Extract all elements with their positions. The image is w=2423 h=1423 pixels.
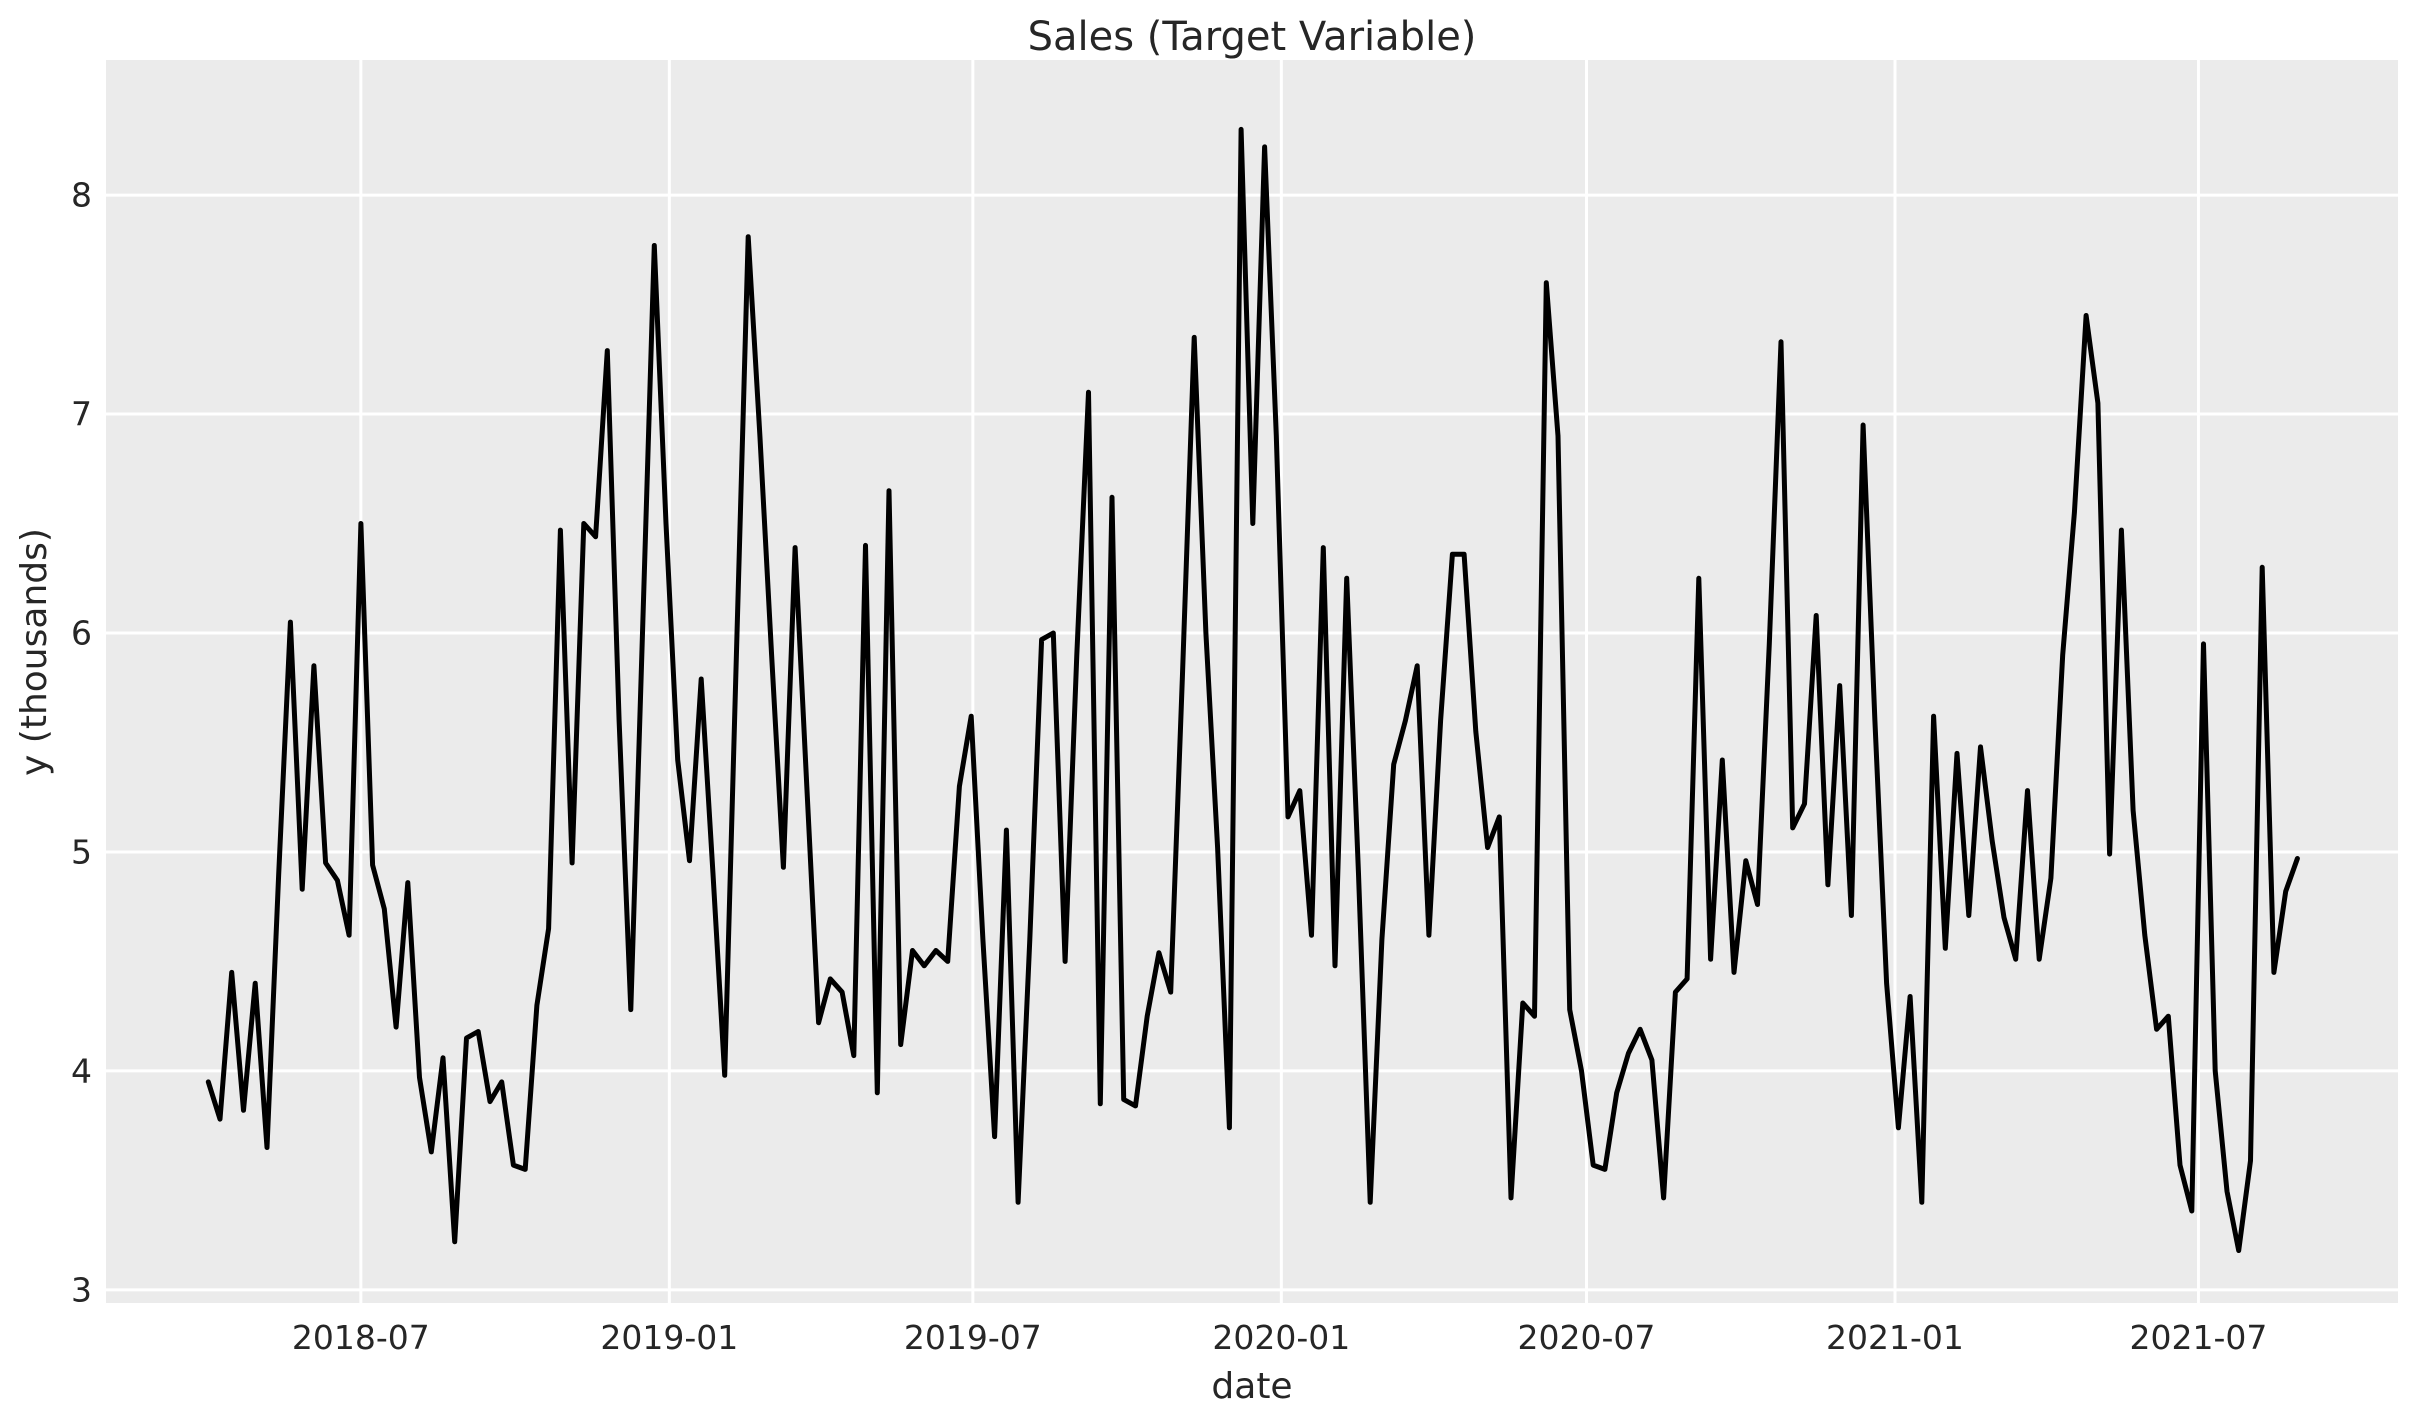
x-tick-label: 2019-07	[903, 1318, 1042, 1357]
x-tick-label: 2020-07	[1517, 1318, 1656, 1357]
sales-line	[205, 126, 2300, 1253]
y-tick-label: 6	[71, 613, 92, 653]
y-tick-label: 7	[71, 394, 92, 434]
y-tick-label: 8	[71, 175, 92, 215]
x-tick-label: 2020-01	[1212, 1318, 1351, 1357]
chart-title: Sales (Target Variable)	[1027, 14, 1477, 60]
y-tick-label: 3	[71, 1270, 92, 1310]
x-tick-label: 2021-01	[1826, 1318, 1964, 1357]
y-tick-label: 4	[71, 1051, 92, 1091]
x-tick-label: 2018-07	[291, 1318, 430, 1357]
x-tick-label: 2019-01	[600, 1318, 739, 1357]
plot-background	[106, 60, 2398, 1303]
y-tick-label: 5	[71, 832, 92, 872]
x-tick-label: 2021-07	[2129, 1318, 2268, 1357]
x-axis-label: date	[1211, 1366, 1293, 1407]
